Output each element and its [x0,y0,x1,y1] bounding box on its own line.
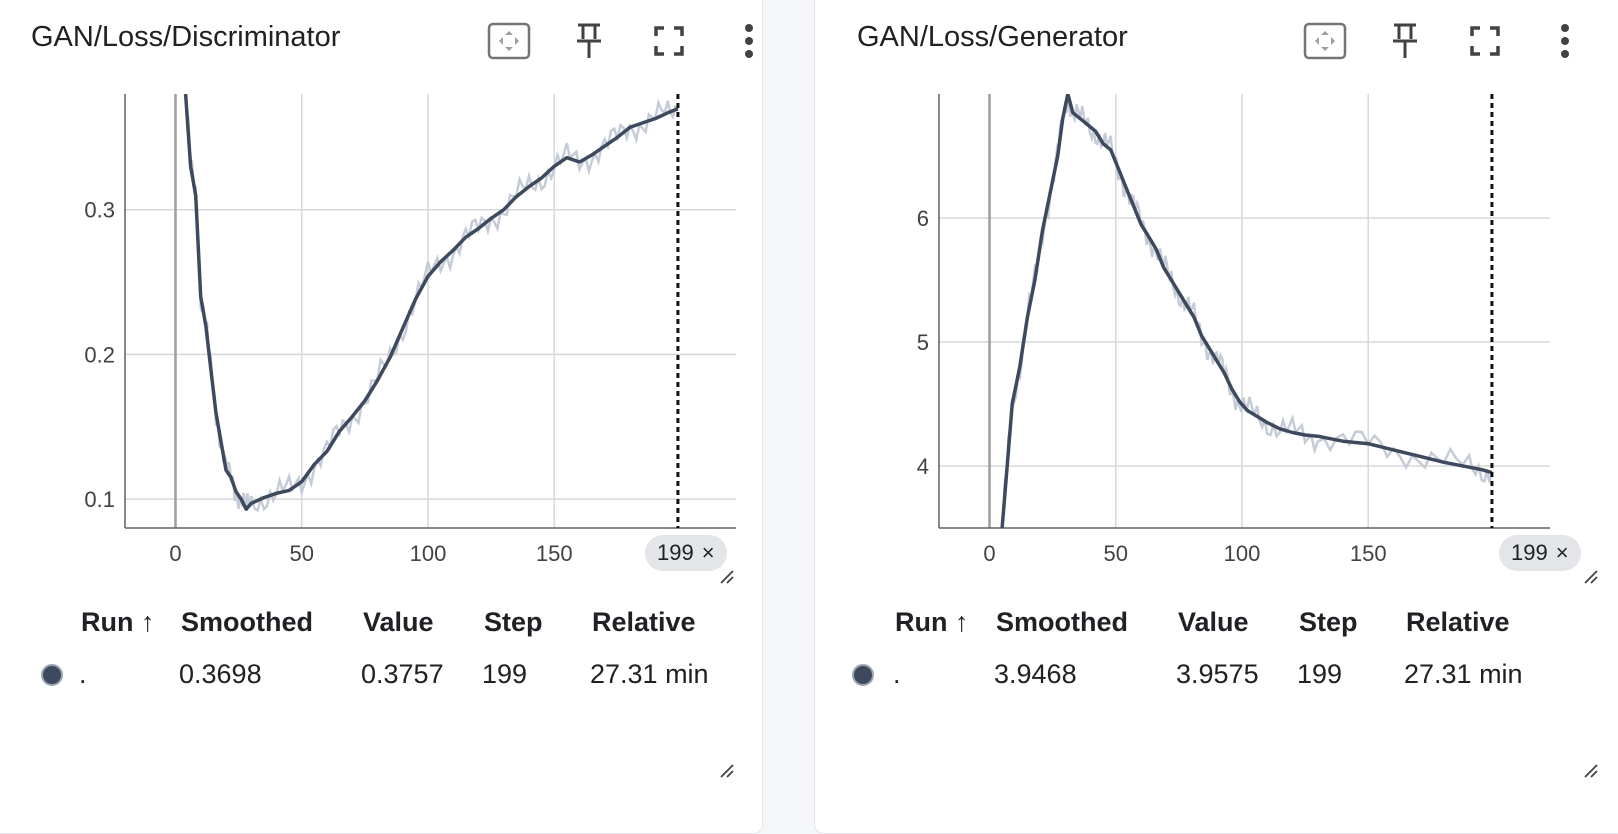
cell-run: . [893,659,901,689]
header-relative[interactable]: Relative [592,607,696,637]
fullscreen-button[interactable] [1445,15,1525,67]
fit-domain-button[interactable] [1285,15,1365,67]
y-tick-label: 5 [917,330,929,355]
pin-icon [577,23,601,58]
cell-smoothed: 3.9468 [994,659,1077,689]
resize-handle-icon[interactable] [719,763,735,779]
cell-value: 0.3757 [361,659,444,689]
cell-step: 199 [1297,659,1343,689]
card-title: GAN/Loss/Generator [857,21,1128,53]
fit-domain-icon [1303,22,1347,60]
cell-value: 3.9575 [1176,659,1259,689]
y-tick-label: 4 [917,454,929,479]
x-tick-label: 150 [536,541,573,566]
header-value[interactable]: Value [363,607,434,637]
line-chart[interactable]: 6 5 4 0 50 100 150 [815,0,1618,589]
more-button[interactable] [1525,15,1605,67]
y-tick-label: 6 [917,206,929,231]
card-toolbar [469,15,789,67]
resize-handle-icon[interactable] [719,569,735,585]
fit-domain-button[interactable] [469,15,549,67]
close-icon[interactable]: × [701,540,715,565]
raw-series-line [184,94,679,513]
cell-relative: 27.31 min [1404,659,1523,689]
header-value[interactable]: Value [1178,607,1249,637]
header-step[interactable]: Step [1299,607,1358,637]
header-run[interactable]: Run ↑ [81,607,155,637]
header-step[interactable]: Step [484,607,543,637]
raw-series-line [1000,95,1494,528]
close-icon[interactable]: × [1555,540,1569,565]
cell-relative: 27.31 min [590,659,709,689]
fullscreen-button[interactable] [629,15,709,67]
more-vert-icon [1561,24,1569,58]
resize-handle-icon[interactable] [1583,763,1599,779]
smoothed-series-line [183,94,679,511]
x-tick-label: 100 [410,541,447,566]
header-relative[interactable]: Relative [1406,607,1510,637]
smoothed-series-line [1000,94,1493,528]
header-smoothed[interactable]: Smoothed [181,607,313,637]
card-toolbar [1285,15,1605,67]
x-tick-label: 50 [1103,541,1127,566]
run-color-dot [41,664,63,686]
pin-button[interactable] [1365,15,1445,67]
card-title: GAN/Loss/Discriminator [31,21,341,53]
step-marker-label: 199 [657,540,694,565]
step-marker-badge: 199 × [1499,535,1581,571]
fullscreen-icon [1470,26,1500,56]
cell-step: 199 [482,659,528,689]
cell-run: . [79,659,87,689]
y-tick-label: 0.3 [84,198,115,223]
x-tick-label: 0 [983,541,995,566]
step-marker-label: 199 [1511,540,1548,565]
fullscreen-icon [654,26,684,56]
x-tick-label: 150 [1350,541,1387,566]
y-tick-label: 0.1 [84,487,115,512]
pin-button[interactable] [549,15,629,67]
card-generator: GAN/Loss/Generator 6 5 4 0 50 100 150 199 × [814,0,1618,834]
card-discriminator: GAN/Loss/Discriminator 0.3 0.2 0.1 0 50 100 15… [0,0,763,834]
header-run[interactable]: Run ↑ [895,607,969,637]
fit-domain-icon [487,22,531,60]
more-button[interactable] [709,15,789,67]
pin-icon [1393,23,1417,58]
x-tick-label: 100 [1224,541,1261,566]
step-marker-badge: 199 × [645,535,727,571]
header-smoothed[interactable]: Smoothed [996,607,1128,637]
resize-handle-icon[interactable] [1583,569,1599,585]
more-vert-icon [745,24,753,58]
x-tick-label: 50 [289,541,313,566]
line-chart[interactable]: 0.3 0.2 0.1 0 50 100 150 [0,0,764,589]
x-tick-label: 0 [169,541,181,566]
cell-smoothed: 0.3698 [179,659,262,689]
y-tick-label: 0.2 [84,342,115,367]
run-color-dot [852,664,874,686]
